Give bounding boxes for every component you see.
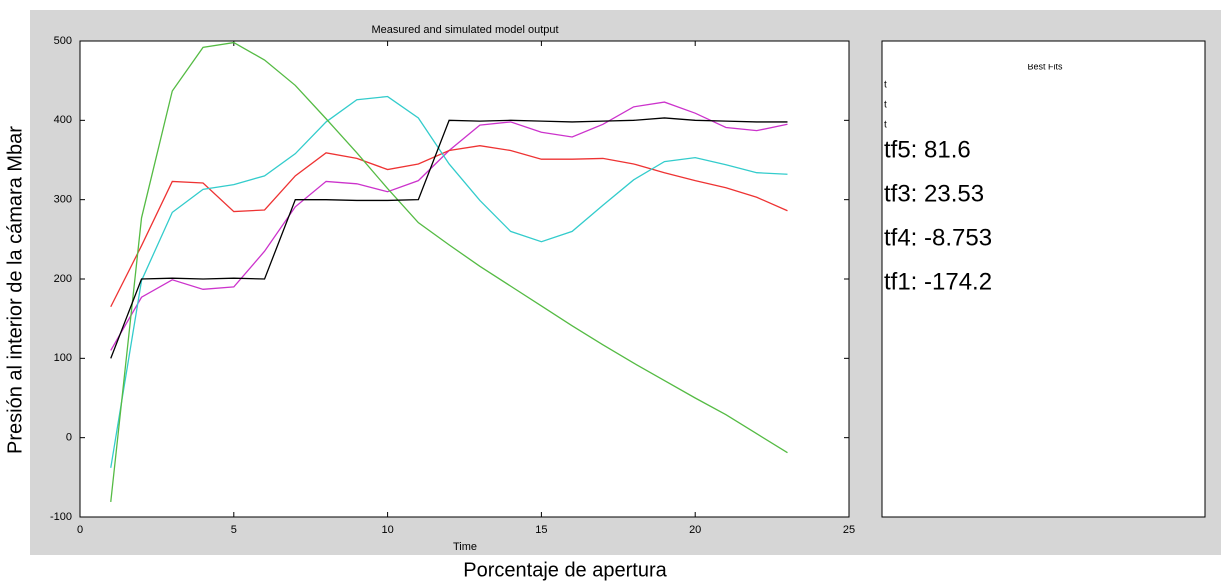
series-line bbox=[110, 41, 788, 502]
legend-entry: tf1: -174.2 bbox=[884, 268, 992, 295]
legend-entry: tf4: -8.753 bbox=[884, 224, 992, 251]
outer-x-label: Porcentaje de apertura bbox=[463, 559, 667, 581]
x-tick-label: 25 bbox=[843, 524, 855, 536]
x-axis-label: Time bbox=[453, 541, 477, 553]
y-tick-label: 300 bbox=[54, 194, 72, 206]
panel-title: Best Fits bbox=[1027, 61, 1063, 71]
legend-entry: tf3: 23.53 bbox=[884, 180, 984, 207]
y-tick-label: -100 bbox=[50, 511, 72, 523]
y-tick-label: 200 bbox=[54, 273, 72, 285]
y-tick-label: 0 bbox=[66, 432, 72, 444]
x-tick-label: 15 bbox=[535, 524, 547, 536]
y-tick-label: 100 bbox=[54, 352, 72, 364]
x-tick-label: 5 bbox=[231, 524, 237, 536]
x-tick-label: 20 bbox=[689, 524, 701, 536]
x-tick-label: 10 bbox=[381, 524, 393, 536]
x-tick-label: 0 bbox=[77, 524, 83, 536]
panel-small-label: t bbox=[884, 100, 887, 111]
outer-y-label: Presión al interior de la cámara Mbar bbox=[4, 126, 26, 454]
fits-panel bbox=[881, 40, 1206, 518]
y-tick-label: 400 bbox=[54, 114, 72, 126]
series-line bbox=[110, 95, 788, 468]
chart-title: Measured and simulated model output bbox=[371, 24, 558, 36]
panel-small-label: t bbox=[884, 80, 887, 91]
y-tick-label: 500 bbox=[54, 35, 72, 47]
measured-line bbox=[110, 117, 788, 359]
series-line bbox=[110, 145, 788, 308]
legend-entry: tf5: 81.6 bbox=[884, 136, 971, 163]
panel-small-label: t bbox=[884, 120, 887, 131]
